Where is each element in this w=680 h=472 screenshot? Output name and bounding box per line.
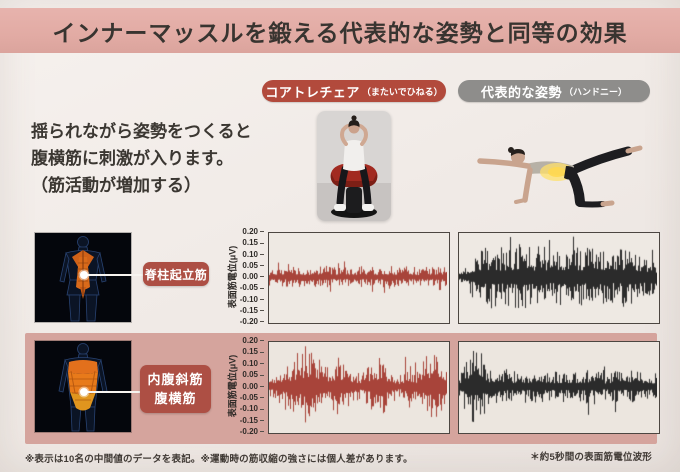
y-tick-label: 0.00 bbox=[230, 272, 264, 282]
y-tick-label: -0.20 bbox=[230, 317, 264, 327]
emg-chart-obliques-chair bbox=[268, 341, 450, 434]
footnote-right: ＊約5秒間の表面筋電位波形 bbox=[530, 452, 652, 463]
y-tick-label: -0.15 bbox=[230, 306, 264, 316]
front-view-anatomy bbox=[35, 341, 131, 432]
emg-chart-erector-reference bbox=[458, 232, 660, 324]
muscle-label-text: 脊柱起立筋 bbox=[144, 267, 208, 282]
handknee-pose-illustration bbox=[477, 145, 643, 208]
muscle-label-obliques: 内腹斜筋 腹横筋 bbox=[140, 365, 211, 413]
muscle-label-erector: 脊柱起立筋 bbox=[143, 262, 209, 286]
y-tick-label: 0.05 bbox=[230, 370, 264, 380]
muscle-label-line2: 腹横筋 bbox=[154, 391, 197, 406]
footnote-left: ※表示は10名の中間値のデータを表記。※運動時の筋収縮の強さには個人差があります… bbox=[25, 454, 413, 465]
chair-exercise-photo bbox=[317, 111, 391, 221]
intro-line-1: 揺られながら姿勢をつくると bbox=[31, 122, 252, 141]
chair-column-pill: コアトレチェア （またいでひねる） bbox=[262, 80, 446, 102]
page-title: インナーマッスルを鍛える代表的な姿勢と同等の効果 bbox=[52, 19, 628, 46]
emg-chart-erector-chair bbox=[268, 232, 450, 324]
emg-waveform-canvas bbox=[459, 342, 657, 431]
muscle-diagram-erector-spinae bbox=[35, 233, 131, 322]
intro-line-2: 腹横筋に刺激が入ります。 bbox=[31, 149, 234, 168]
callout-line-erector bbox=[80, 271, 143, 279]
y-tick-label: 0.20 bbox=[230, 227, 264, 237]
emg-waveform-canvas bbox=[459, 233, 657, 321]
y-tick-label: -0.05 bbox=[230, 283, 264, 293]
y-tick-label: -0.05 bbox=[230, 393, 264, 403]
muscle-label-line1: 内腹斜筋 bbox=[147, 372, 204, 387]
y-tick-label: 0.10 bbox=[230, 359, 264, 369]
reference-pill-label: 代表的な姿勢 bbox=[480, 84, 562, 100]
chair-pill-sublabel: （またいでひねる） bbox=[361, 86, 443, 97]
y-tick-label: 0.15 bbox=[230, 238, 264, 248]
y-tick-label: -0.10 bbox=[230, 404, 264, 414]
chair-exercise-illustration bbox=[317, 111, 391, 221]
muscle-diagram-obliques bbox=[35, 341, 131, 432]
chair-pill-label: コアトレチェア bbox=[265, 84, 360, 100]
back-view-anatomy bbox=[35, 233, 131, 322]
y-tick-label: 0.00 bbox=[230, 382, 264, 392]
y-tick-label: 0.05 bbox=[230, 261, 264, 271]
reference-pill-sublabel: （ハンドニー） bbox=[564, 86, 628, 97]
callout-dot-obliques bbox=[80, 388, 88, 396]
y-tick-label: 0.20 bbox=[230, 336, 264, 346]
y-axis-ticks-row2: 0.20 0.15 0.10 0.05 0.00 -0.05 -0.10 -0.15 -0.20 bbox=[230, 336, 264, 437]
emg-waveform-canvas bbox=[269, 342, 447, 431]
y-tick-label: -0.10 bbox=[230, 295, 264, 305]
y-tick-label: -0.15 bbox=[230, 416, 264, 426]
handknee-pose-photo bbox=[460, 124, 665, 218]
y-tick-label: -0.20 bbox=[230, 427, 264, 437]
y-tick-label: 0.15 bbox=[230, 347, 264, 357]
y-tick-label: 0.10 bbox=[230, 250, 264, 260]
intro-line-3: （筋活動が増加する） bbox=[31, 176, 201, 195]
emg-waveform-canvas bbox=[269, 233, 447, 321]
title-banner: インナーマッスルを鍛える代表的な姿勢と同等の効果 bbox=[0, 8, 680, 53]
callout-line-obliques bbox=[80, 388, 140, 396]
emg-chart-obliques-reference bbox=[458, 341, 660, 434]
y-axis-ticks-row1: 0.20 0.15 0.10 0.05 0.00 -0.05 -0.10 -0.15 -0.20 bbox=[230, 227, 264, 327]
reference-column-pill: 代表的な姿勢 （ハンドニー） bbox=[458, 80, 650, 102]
intro-text: 揺られながら姿勢をつくると 腹横筋に刺激が入ります。 （筋活動が増加する） bbox=[31, 118, 281, 199]
callout-dot-erector bbox=[80, 271, 88, 279]
